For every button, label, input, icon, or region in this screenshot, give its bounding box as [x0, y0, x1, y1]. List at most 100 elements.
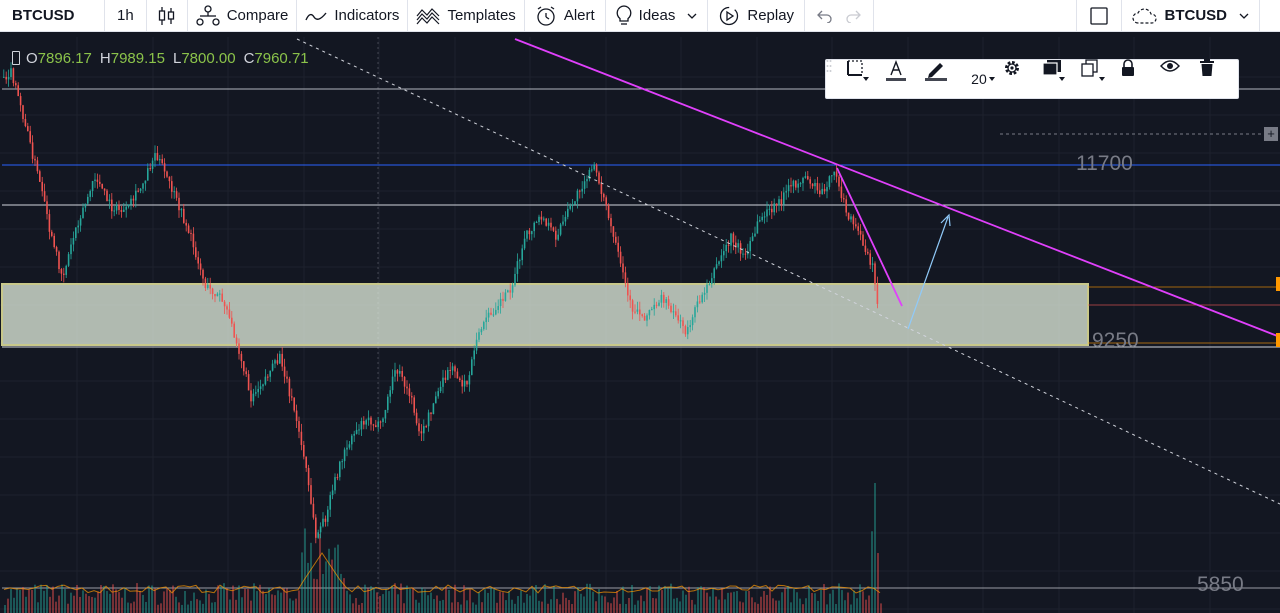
clone-button[interactable] — [1081, 59, 1120, 99]
candle-body — [797, 183, 799, 188]
settings-button[interactable] — [1003, 59, 1042, 99]
volume-bar — [70, 592, 72, 613]
candle-body — [610, 218, 612, 227]
candle-body — [343, 449, 346, 462]
undo-button[interactable] — [805, 0, 841, 32]
candle-body — [51, 231, 53, 236]
volume-bar — [40, 584, 42, 613]
delete-button[interactable] — [1199, 59, 1238, 99]
hide-button[interactable] — [1159, 59, 1199, 99]
volume-bar — [592, 591, 594, 613]
right-symbol-label: BTCUSD — [1164, 7, 1228, 24]
border-color-button[interactable] — [846, 59, 885, 99]
candle-body — [641, 314, 643, 316]
volume-bar — [772, 598, 774, 613]
candle-body — [809, 179, 811, 184]
layout-button[interactable] — [1077, 0, 1121, 32]
volume-bar — [697, 587, 699, 613]
candle-body — [264, 376, 267, 385]
volume-bar — [847, 592, 849, 613]
visibility-layers-button[interactable] — [1042, 59, 1081, 99]
candle-body — [473, 350, 475, 360]
candle-body — [756, 221, 759, 234]
volume-bar — [451, 602, 453, 613]
candle-body — [876, 284, 879, 304]
candle-body — [691, 317, 694, 326]
candle-body — [161, 159, 163, 164]
candle-body — [346, 447, 348, 450]
volume-bar — [580, 593, 582, 613]
candle-body — [569, 205, 571, 209]
chart-area[interactable]: O7896.17 H7989.15 L7800.00 C7960.71 1170… — [0, 37, 1280, 613]
lock-button[interactable] — [1120, 59, 1159, 99]
replay-button[interactable]: Replay — [708, 0, 804, 32]
volume-bar — [874, 483, 876, 613]
candle-body — [180, 208, 183, 211]
candle-body — [204, 278, 207, 288]
cloud-save-button[interactable]: BTCUSD — [1122, 0, 1260, 32]
volume-bar — [52, 586, 54, 613]
line-color-button[interactable] — [924, 59, 963, 99]
toolbar-divider — [186, 0, 188, 32]
ideas-button[interactable]: Ideas — [606, 0, 708, 32]
volume-bar — [589, 583, 591, 613]
volume-bar — [712, 588, 714, 613]
candle-body — [511, 285, 514, 293]
candle-body — [619, 251, 622, 264]
candle-body — [857, 226, 859, 231]
indicators-button[interactable]: Indicators — [297, 0, 407, 32]
candle-body — [379, 421, 382, 423]
volume-bar — [457, 602, 459, 613]
volume-bar — [241, 597, 243, 613]
add-pane-button[interactable]: + — [1264, 127, 1278, 141]
volume-bar — [172, 585, 174, 613]
volume-bar — [406, 585, 408, 613]
redo-button[interactable] — [841, 0, 873, 32]
alert-button[interactable]: Alert — [525, 0, 605, 32]
drawing-toolbar: 20 — [825, 59, 1239, 99]
candle-body — [612, 226, 615, 237]
volume-bar — [766, 594, 768, 613]
volume-bar — [127, 602, 129, 613]
candle-body — [799, 183, 802, 185]
drag-handle[interactable] — [826, 59, 846, 99]
candle-body — [711, 278, 713, 285]
candle-body — [665, 299, 667, 303]
candle-body — [219, 293, 221, 295]
volume-bar — [355, 598, 357, 613]
candle-body — [444, 377, 447, 380]
volume-bar — [334, 547, 336, 613]
templates-button[interactable]: Templates — [408, 0, 523, 32]
candle-body — [46, 201, 48, 215]
symbol-search-button[interactable]: BTCUSD — [0, 0, 104, 32]
candle-body — [687, 327, 689, 335]
candle-body — [207, 284, 209, 288]
volume-bar — [124, 587, 126, 613]
candle-body — [528, 230, 531, 235]
candle-body — [195, 247, 197, 258]
templates-icon — [416, 7, 440, 24]
candle-body — [315, 517, 317, 538]
candle-body — [744, 253, 747, 255]
candle-body — [531, 231, 533, 235]
settings-gear-button[interactable] — [1260, 0, 1280, 32]
interval-button[interactable]: 1h — [105, 0, 146, 32]
volume-bar — [664, 585, 666, 613]
chart-canvas[interactable] — [0, 37, 1280, 613]
volume-bar — [184, 590, 186, 613]
toolbar-divider — [523, 0, 525, 32]
candle-body — [58, 251, 60, 270]
volume-bar — [67, 603, 69, 613]
volume-bar — [238, 585, 240, 613]
volume-bar — [607, 602, 609, 613]
chart-type-button[interactable] — [147, 0, 187, 32]
text-color-button[interactable] — [885, 59, 924, 99]
font-size-select[interactable]: 20 — [963, 59, 1002, 99]
compare-button[interactable]: Compare — [188, 0, 297, 32]
candle-body — [552, 227, 555, 231]
candle-body — [358, 429, 360, 431]
volume-bar — [868, 595, 870, 613]
volume-bar — [496, 602, 498, 613]
toolbar-divider — [1120, 0, 1122, 32]
volume-bar — [382, 594, 384, 613]
